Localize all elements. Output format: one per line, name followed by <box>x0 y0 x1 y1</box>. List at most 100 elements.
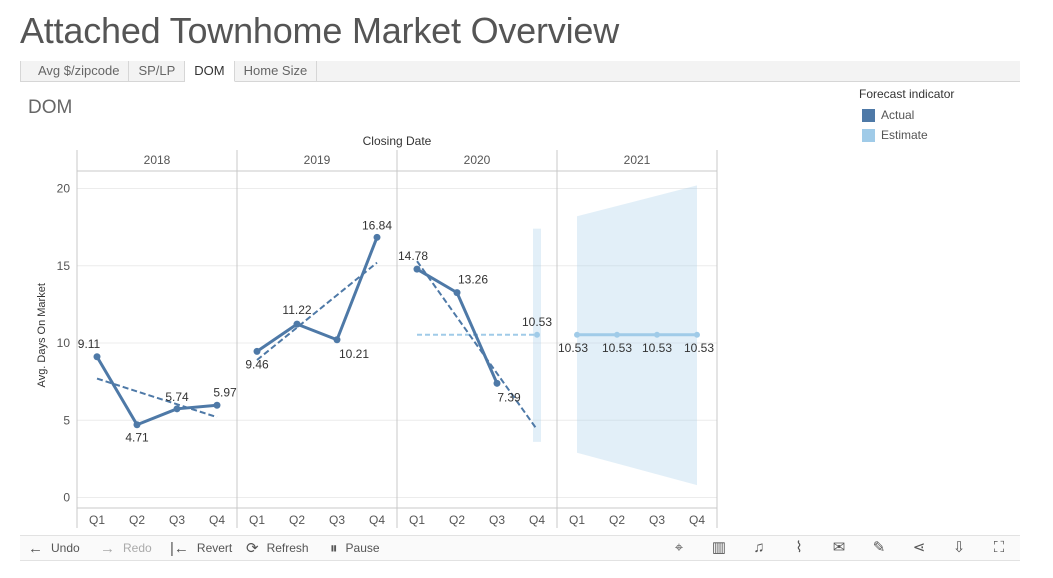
redo-icon: → <box>100 539 115 557</box>
alert-icon[interactable]: ♫ <box>753 539 765 556</box>
data-label: 10.53 <box>522 315 552 329</box>
prediction-band-2020 <box>533 228 541 442</box>
sheet-title: DOM <box>28 97 73 118</box>
download-icon[interactable]: ⇩ <box>952 539 966 556</box>
legend-title: Forecast indicator <box>859 87 955 101</box>
x-tick-label: Q3 <box>169 513 185 527</box>
x-tick-label: Q3 <box>649 513 665 527</box>
data-label: 14.78 <box>398 249 428 263</box>
tag-icon[interactable]: ⌖ <box>674 539 684 556</box>
tab-bar: Avg $/zipcode SP/LP DOM Home Size <box>20 61 1020 82</box>
x-tick-label: Q4 <box>689 513 705 527</box>
actual-point <box>333 336 341 344</box>
y-axis-label: Avg. Days On Market <box>36 283 48 387</box>
actual-point <box>173 405 181 413</box>
legend-swatch-actual <box>862 108 875 122</box>
legend-item-actual[interactable]: Actual <box>859 105 954 125</box>
redo-label: Redo <box>123 541 152 555</box>
legend-item-estimate[interactable]: Estimate <box>859 125 954 145</box>
actual-point <box>213 401 221 409</box>
actual-point <box>93 353 101 361</box>
fullscreen-icon[interactable]: ⛶ <box>993 539 1005 556</box>
x-tick-label: Q2 <box>129 513 145 527</box>
revert-button[interactable]: |← Revert <box>170 536 232 560</box>
actual-line <box>256 236 379 353</box>
year-header: 2020 <box>464 153 491 167</box>
legend-label-estimate: Estimate <box>881 128 928 142</box>
data-label: 9.11 <box>78 337 101 351</box>
x-tick-label: Q3 <box>489 513 505 527</box>
actual-line <box>416 267 499 384</box>
revert-icon: |← <box>170 539 189 557</box>
year-header: 2018 <box>144 153 171 167</box>
refresh-icon: ⟳ <box>246 540 259 557</box>
estimate-point <box>694 331 700 338</box>
tab-home-size[interactable]: Home Size <box>235 61 318 81</box>
y-tick-label: 20 <box>57 182 71 196</box>
refresh-button[interactable]: ⟳ Refresh <box>246 536 309 560</box>
data-label: 10.53 <box>642 341 672 355</box>
tab-avg-zipcode[interactable]: Avg $/zipcode <box>20 61 130 81</box>
revert-label: Revert <box>196 541 233 555</box>
x-tick-label: Q3 <box>329 513 345 527</box>
tab-dom[interactable]: DOM <box>185 61 235 82</box>
actual-point <box>293 320 301 328</box>
data-label: 7.39 <box>497 390 521 404</box>
x-tick-label: Q1 <box>89 513 105 527</box>
x-tick-label: Q1 <box>409 513 425 527</box>
actual-point <box>413 265 421 273</box>
estimate-point <box>534 331 540 338</box>
edit-icon[interactable]: ✎ <box>872 539 886 556</box>
trend-line <box>96 377 218 419</box>
subscribe-icon[interactable]: ✉ <box>832 539 846 556</box>
actual-point <box>373 233 381 241</box>
legend-label-actual: Actual <box>881 108 915 122</box>
data-label: 10.53 <box>558 341 588 355</box>
y-tick-label: 0 <box>63 491 70 505</box>
redo-button[interactable]: → Redo <box>100 536 152 560</box>
actual-point <box>453 289 461 297</box>
year-header: 2021 <box>624 153 651 167</box>
legend: Forecast indicator Actual Estimate <box>859 87 954 145</box>
y-tick-label: 5 <box>63 413 70 427</box>
y-tick-label: 15 <box>57 259 71 273</box>
prediction-band-2021 <box>577 185 697 486</box>
pause-button[interactable]: ⏸ Pause <box>330 536 380 560</box>
undo-button[interactable]: ← Undo <box>28 536 80 560</box>
share-icon[interactable]: ⋖ <box>912 539 926 556</box>
refresh-label: Refresh <box>266 541 309 555</box>
trend-line <box>416 260 538 431</box>
actual-point <box>493 379 501 387</box>
data-table-icon[interactable]: ▥ <box>711 539 727 556</box>
data-label: 11.22 <box>282 303 311 317</box>
legend-swatch-estimate <box>862 128 875 142</box>
x-tick-label: Q4 <box>209 513 225 527</box>
data-label: 10.21 <box>339 347 369 361</box>
x-tick-label: Q2 <box>609 513 625 527</box>
data-label: 4.71 <box>125 431 149 445</box>
actual-point <box>253 347 261 355</box>
undo-label: Undo <box>51 541 80 555</box>
estimate-point <box>614 331 620 338</box>
metrics-icon[interactable]: ⌇ <box>795 539 803 556</box>
y-tick-label: 10 <box>57 336 71 350</box>
x-tick-label: Q1 <box>569 513 585 527</box>
data-label: 10.53 <box>602 341 632 355</box>
page-title: Attached Townhome Market Overview <box>20 10 620 51</box>
header-closing-date: Closing Date <box>363 134 432 148</box>
data-label: 16.84 <box>362 218 392 232</box>
x-tick-label: Q2 <box>289 513 305 527</box>
estimate-point <box>654 331 660 338</box>
toolbar: ← Undo → Redo |← Revert ⟳ Refresh ⏸ Pause ⌖ ▥… <box>20 535 1020 561</box>
tab-sp-lp[interactable]: SP/LP <box>129 61 186 81</box>
actual-line <box>95 355 218 427</box>
actual-point <box>133 421 141 429</box>
trend-line <box>256 261 378 361</box>
data-label: 5.74 <box>165 390 189 404</box>
x-tick-label: Q4 <box>529 513 545 527</box>
pause-label: Pause <box>345 541 380 555</box>
year-header: 2019 <box>304 153 331 167</box>
estimate-point <box>574 331 580 338</box>
x-tick-label: Q2 <box>449 513 465 527</box>
data-label: 5.97 <box>213 385 237 399</box>
